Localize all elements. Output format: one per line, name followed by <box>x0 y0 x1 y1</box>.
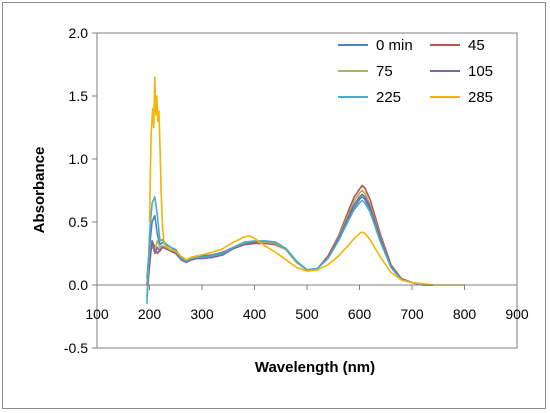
x-tick-label: 100 <box>85 306 109 322</box>
x-tick-label: 600 <box>348 306 372 322</box>
x-tick-label: 500 <box>295 306 319 322</box>
plot-area <box>96 32 518 349</box>
x-tick-label: 900 <box>505 306 529 322</box>
legend: 0 min 45 75 105 225 285 <box>338 37 493 106</box>
chart-frame <box>2 2 546 409</box>
series-layer <box>146 76 465 304</box>
x-tick-label: 300 <box>190 306 214 322</box>
x-tick-label: 800 <box>453 306 477 322</box>
series-line-4 <box>146 193 433 298</box>
y-tick-label: 0.5 <box>69 214 89 230</box>
legend-label: 225 <box>376 89 401 106</box>
y-tick-label: 2.0 <box>69 25 89 41</box>
y-axis-title: Absorbance <box>31 147 48 234</box>
x-tick-label: 700 <box>400 306 424 322</box>
legend-label: 75 <box>376 63 393 80</box>
y-tick-label: 1.5 <box>69 88 89 104</box>
series-line-6 <box>148 76 465 286</box>
x-tick-label: 400 <box>243 306 267 322</box>
legend-label: 105 <box>468 63 493 80</box>
y-axis-ticks: -0.5 0.0 0.5 1.0 1.5 2.0 <box>64 25 97 356</box>
y-tick-label: 0.0 <box>69 277 89 293</box>
y-tick-label: -0.5 <box>64 340 88 356</box>
x-axis-title: Wavelength (nm) <box>255 359 375 376</box>
x-tick-label: 200 <box>138 306 162 322</box>
legend-label: 45 <box>468 37 485 54</box>
x-axis-ticks: 100 200 300 400 500 600 700 800 900 <box>85 285 529 322</box>
series-line-5 <box>146 196 433 304</box>
legend-label: 285 <box>468 89 493 106</box>
legend-label: 0 min <box>376 37 413 54</box>
y-tick-label: 1.0 <box>69 151 89 167</box>
